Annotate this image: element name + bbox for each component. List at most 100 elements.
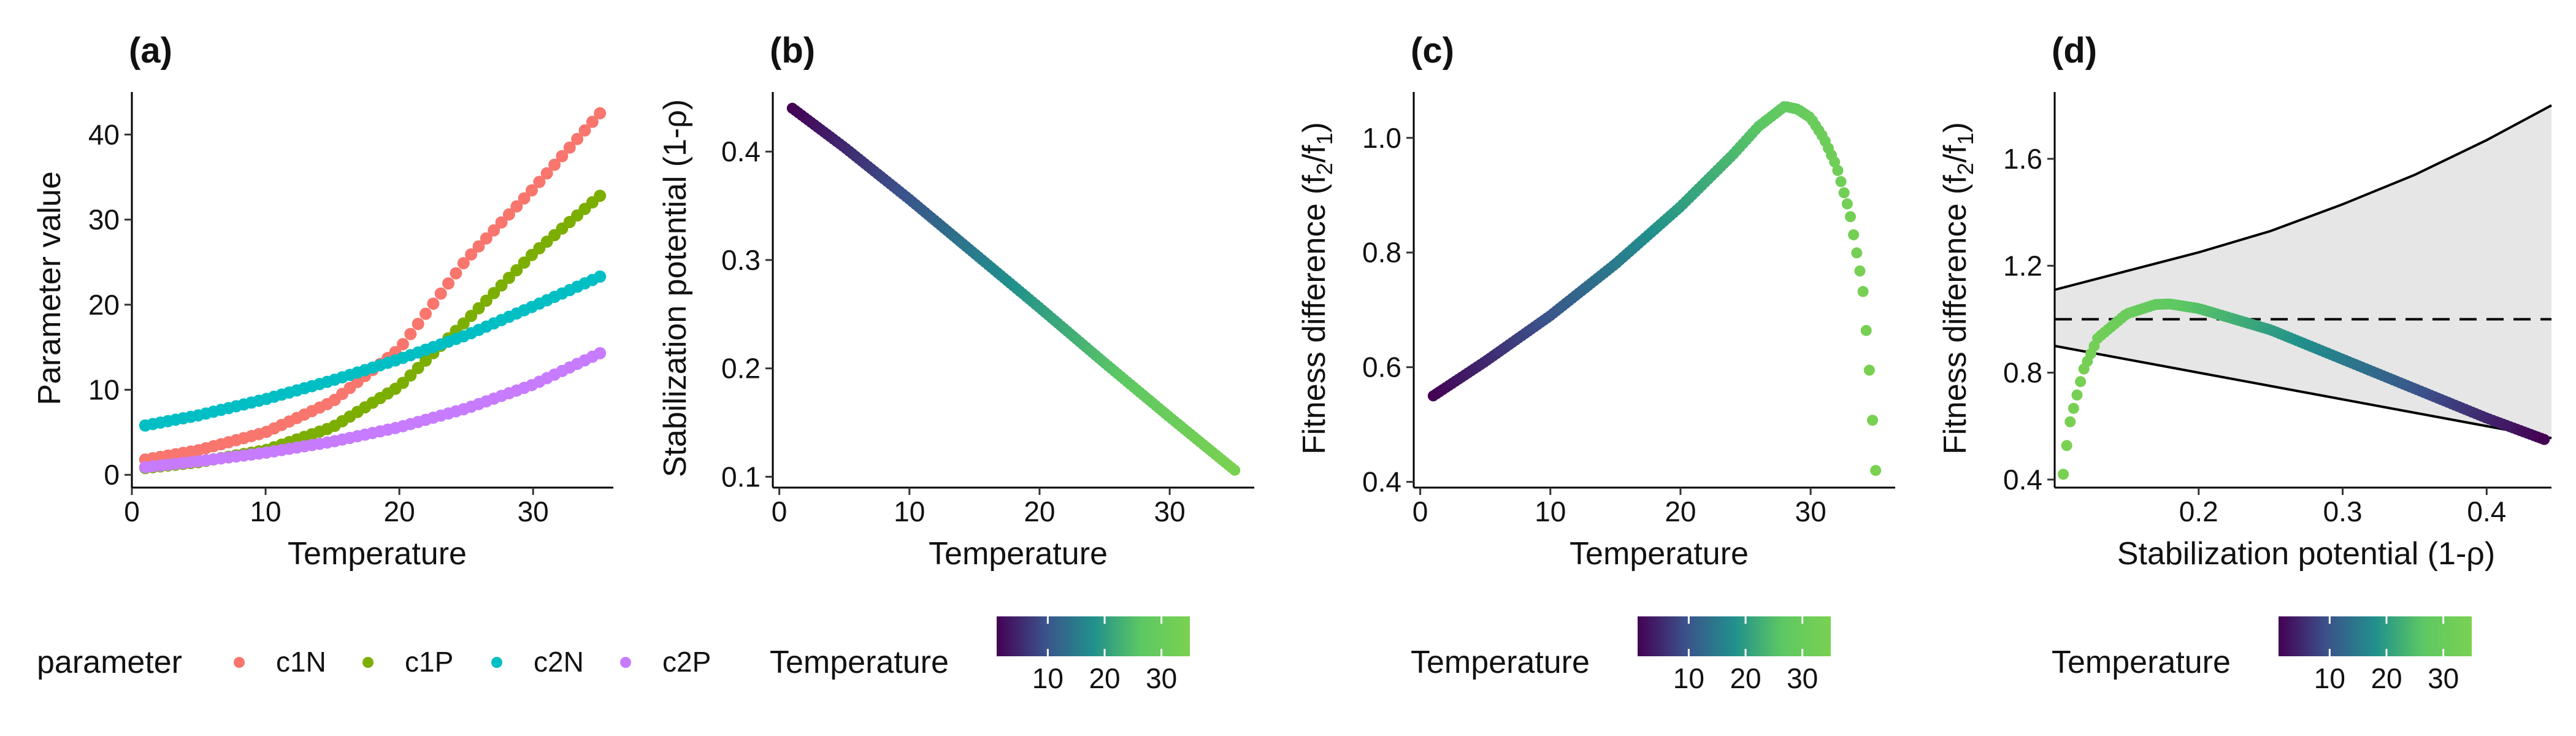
panel-label-c: (c) (1411, 31, 1454, 71)
data-point (2075, 376, 2087, 388)
legend-label-c1P: c1P (405, 646, 453, 678)
y-tick-label: 0.3 (721, 244, 761, 276)
x-tick-label: 0 (124, 496, 140, 527)
point-c1N (442, 277, 455, 290)
point-c1N (540, 167, 553, 180)
point-c1N (502, 208, 515, 221)
point-c1P (480, 294, 493, 307)
point-c1P (396, 377, 409, 389)
x-tick-label: 10 (894, 496, 925, 527)
data-point (1863, 364, 1875, 376)
y-tick-label: 1.6 (2003, 143, 2042, 175)
colorbar-tick-label: 20 (1089, 662, 1120, 694)
x-tick-label: 30 (1795, 496, 1827, 527)
data-point (1838, 187, 1850, 199)
point-c1N (465, 248, 478, 261)
y-tick-label: 1.0 (1362, 122, 1401, 154)
y-tick-label: 0.6 (1362, 351, 1401, 383)
legend-label-c1N: c1N (276, 646, 326, 678)
x-tick-label: 0 (1413, 496, 1428, 527)
point-c1N (427, 297, 440, 310)
y-tick-label: 20 (88, 289, 120, 321)
data-point (1860, 324, 1872, 336)
point-c2N (594, 270, 607, 283)
panel-d-plot: 0.2 0.3 0.4 0.4 0.8 1.2 1.6 (2003, 92, 2552, 527)
x-tick-label: 20 (1024, 496, 1055, 527)
data-point (1867, 415, 1879, 426)
point-c1P (457, 317, 470, 330)
data-point (2058, 469, 2069, 480)
point-c1N (548, 158, 561, 171)
point-c1N (571, 132, 584, 145)
x-tick-label: 10 (250, 496, 281, 527)
colorbar-title: Temperature (1411, 645, 1590, 680)
data-point (1851, 247, 1863, 259)
colorbar-title: Temperature (770, 645, 949, 680)
legend-key-c1P (362, 657, 374, 668)
point-c1N (450, 267, 462, 280)
y-tick-label: 30 (88, 204, 120, 236)
point-c1N (525, 184, 538, 197)
colorbar-legend-b: Temperature 10 20 30 (770, 616, 1190, 694)
colorbar-tick-label: 10 (1673, 662, 1704, 694)
x-axis-title-b: Temperature (929, 536, 1108, 572)
point-c1N (578, 124, 591, 137)
data-point (2064, 416, 2076, 427)
x-tick-label: 30 (1154, 496, 1186, 527)
point-c1P (488, 286, 500, 299)
coexistence-region (2055, 105, 2551, 439)
x-tick-label: 10 (1535, 496, 1566, 527)
parameter-legend: parameter c1N c1P c2N c2P (37, 645, 711, 680)
lower-boundary-line (2054, 345, 2552, 440)
data-point (1832, 164, 1844, 176)
y-axis-title-a: Parameter value (32, 171, 67, 405)
point-c1N (472, 240, 485, 253)
point-c1N (510, 200, 523, 213)
y-tick-label: 10 (88, 374, 120, 405)
colorbar (1638, 616, 1831, 656)
y-tick-label: 0.2 (721, 353, 761, 385)
data-point (2068, 402, 2079, 414)
point-c1N (563, 141, 576, 154)
y-axis-title-b: Stabilization potential (1-ρ) (657, 99, 693, 477)
point-c1P (472, 302, 485, 315)
point-c2P (594, 347, 607, 359)
point-c1N (412, 318, 424, 331)
point-c1P (518, 256, 531, 269)
panel-label-d: (d) (2052, 31, 2097, 71)
colorbar-legend-c: Temperature 10 20 30 (1411, 616, 1831, 694)
y-axis-title-d: Fitness difference (f2/f1) (1938, 122, 1978, 454)
x-axis-title-c: Temperature (1570, 536, 1749, 572)
point-c1N (586, 115, 599, 128)
colorbar-title: Temperature (2052, 645, 2231, 680)
data-point (2539, 434, 2550, 445)
x-tick-label: 0.3 (2323, 496, 2363, 527)
colorbar-tick-label: 30 (2428, 662, 2459, 694)
colorbar-tick-label: 30 (1146, 662, 1177, 694)
y-axis-title-c: Fitness difference (f2/f1) (1297, 122, 1337, 454)
data-point (1229, 464, 1241, 476)
legend-key-c2N (491, 657, 502, 668)
point-c1P (419, 354, 432, 367)
x-axis-title-a: Temperature (288, 536, 467, 572)
y-tick-label: 0.1 (721, 461, 761, 493)
point-c1N (594, 107, 607, 120)
point-c1N (434, 287, 447, 300)
colorbar-legend-d: Temperature 10 20 30 (2052, 616, 2472, 694)
data-point (1870, 464, 1882, 476)
x-tick-label: 0.4 (2467, 496, 2506, 527)
legend-key-c2P (620, 657, 631, 668)
data-point (2061, 440, 2072, 451)
point-c1P (412, 362, 424, 375)
colorbar-tick-label: 10 (2314, 662, 2345, 694)
colorbar-tick-label: 10 (1032, 662, 1064, 694)
point-c1N (556, 150, 569, 163)
point-c1N (419, 307, 432, 320)
parameter-legend-title: parameter (37, 645, 182, 680)
y-tick-label: 0.8 (2003, 357, 2042, 389)
panel-c-plot: 0 10 20 30 0.4 0.6 0.8 1.0 (1362, 92, 1895, 527)
x-tick-label: 30 (518, 496, 549, 527)
point-c1P (404, 369, 417, 382)
point-c1N (533, 175, 546, 188)
